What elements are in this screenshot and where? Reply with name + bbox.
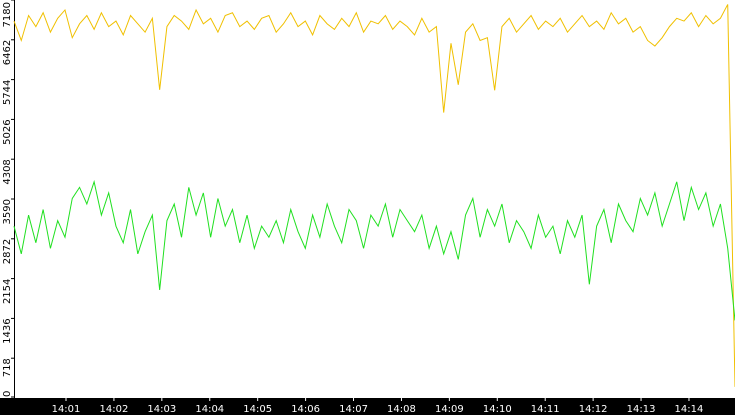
- x-tick-label: 14:05: [243, 404, 272, 415]
- y-tick-label: 2872: [2, 239, 13, 264]
- y-tick-label: 6462: [2, 40, 13, 65]
- series-line: [13, 179, 735, 321]
- x-axis-band: [0, 398, 735, 415]
- x-tick-label: 14:13: [627, 404, 656, 415]
- x-tick-label: 14:02: [100, 404, 129, 415]
- series-line: [13, 4, 735, 387]
- y-tick-label: 5744: [2, 80, 13, 105]
- y-tick-label: 0: [2, 391, 13, 397]
- x-tick-label: 14:01: [52, 404, 81, 415]
- x-tick-label: 14:10: [483, 404, 512, 415]
- y-tick-label: 718: [2, 358, 13, 377]
- x-tick-label: 14:03: [147, 404, 176, 415]
- y-tick-label: 7180: [2, 2, 13, 27]
- x-tick-label: 14:09: [435, 404, 464, 415]
- y-tick-label: 5026: [2, 119, 13, 144]
- x-tick-label: 14:04: [195, 404, 224, 415]
- x-tick-label: 14:11: [531, 404, 560, 415]
- y-tick-label: 3590: [2, 199, 13, 224]
- x-tick-label: 14:12: [579, 404, 608, 415]
- y-tick-label: 4308: [2, 159, 13, 184]
- y-tick-label: 2154: [2, 279, 13, 304]
- x-tick-label: 14:08: [387, 404, 416, 415]
- y-tick-label: 1436: [2, 318, 13, 343]
- x-tick-label: 14:07: [339, 404, 368, 415]
- x-tick-label: 14:06: [291, 404, 320, 415]
- x-tick-label: 14:14: [675, 404, 704, 415]
